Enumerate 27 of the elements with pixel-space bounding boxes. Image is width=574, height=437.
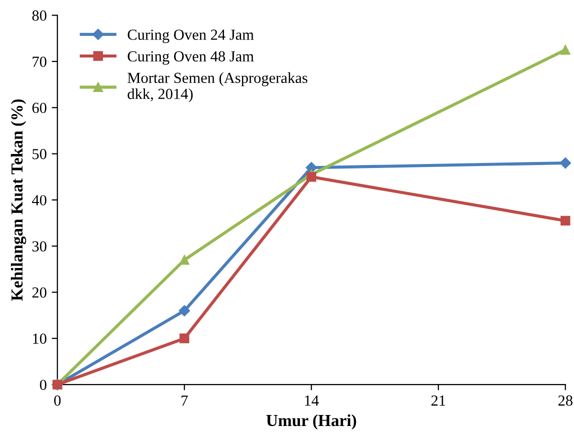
y-axis-title: Kehilangan Kuat Tekan (%) [10,99,26,301]
y-tick-label: 70 [32,56,46,67]
point [180,255,190,265]
point [560,45,570,55]
point [306,172,316,182]
legend-label: Curing Oven 48 Jam [128,51,254,65]
point [178,305,190,316]
y-tick-label: 40 [32,195,46,206]
y-tick-label: 0 [40,380,46,390]
legend-label: Mortar Semen (Asprogerakas dkk, 2014) [128,72,308,102]
y-tick-label: 80 [32,10,46,21]
x-tick-label: 0 [54,395,61,406]
x-tick-label: 21 [431,395,446,406]
y-tick-label: 60 [32,102,46,114]
point [560,216,570,226]
x-tick-label: 14 [305,395,319,406]
point [560,157,571,169]
point [180,334,190,344]
y-tick-label: 50 [32,148,46,160]
point [306,162,317,174]
y-tick-label: 10 [33,334,46,344]
x-tick-label: 28 [558,395,572,406]
x-tick-label: 7 [182,396,188,406]
x-axis-title: Umur (Hari) [266,414,356,430]
y-tick-label: 20 [32,287,46,298]
legend-label: Curing Oven 24 Jam [128,30,254,44]
y-tick-label: 30 [32,241,46,252]
